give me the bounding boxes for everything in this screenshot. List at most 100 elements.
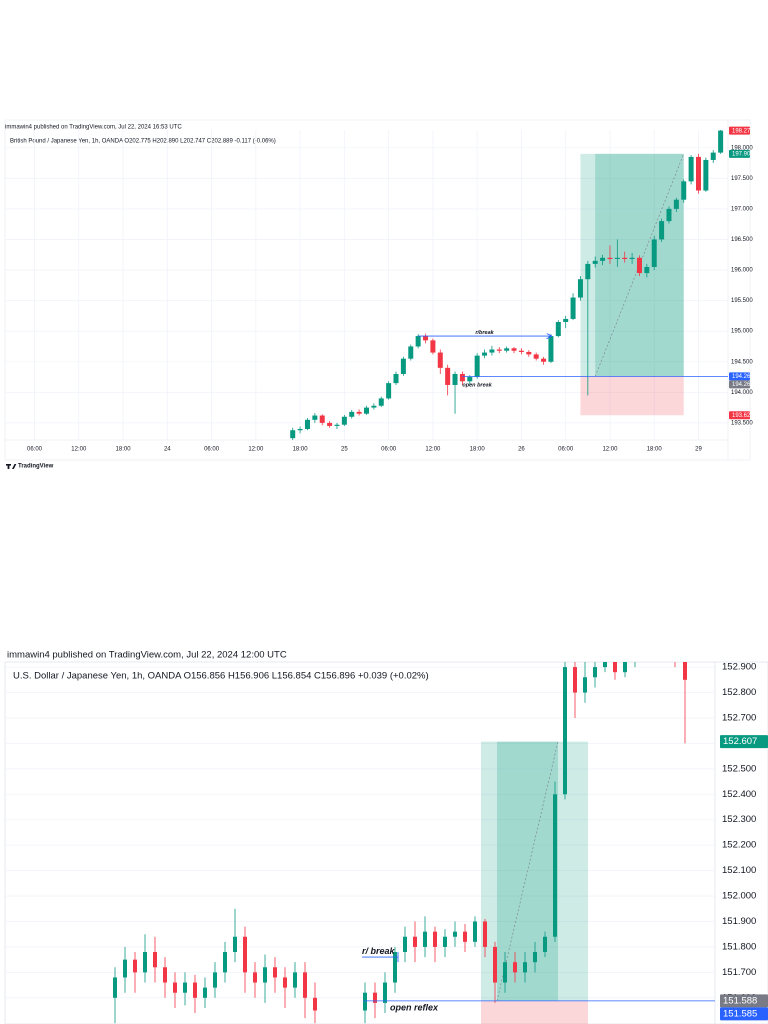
x-tick-label: 18:00 [647, 447, 663, 453]
candle-body [663, 642, 667, 647]
candle-body [583, 677, 587, 693]
x-tick-label: 12:00 [602, 447, 618, 453]
chart-frame [4, 119, 751, 461]
candle-body [673, 647, 677, 655]
candle-body [548, 336, 554, 362]
candle-body [518, 350, 524, 352]
candle-body [223, 952, 227, 973]
candle-body [563, 318, 569, 322]
candle-body [493, 946, 497, 983]
candle-body [553, 794, 557, 937]
chart-frame [4, 661, 768, 1024]
candle-body [312, 415, 318, 420]
candle-body [603, 662, 607, 668]
stop-zone [481, 1000, 588, 1024]
y-tick-label: 196.500 [731, 237, 753, 243]
candle-body [423, 336, 429, 341]
candle-body [243, 936, 247, 973]
candle-body [718, 130, 724, 153]
candle-body [614, 257, 620, 260]
candle-body [290, 430, 296, 439]
candle-body [681, 181, 687, 200]
candle-body [123, 959, 127, 978]
y-tick-label: 194.500 [731, 359, 753, 365]
candle-body [504, 348, 510, 351]
candle-body [482, 352, 488, 356]
y-tick-label: 152.200 [722, 840, 756, 851]
candle-body [513, 962, 517, 973]
x-tick-label: 12:00 [71, 447, 87, 453]
target-zone [580, 153, 684, 377]
symbol-info: British Pound / Japanese Yen, 1h, OANDA … [10, 139, 276, 145]
price-tag [729, 380, 750, 389]
price-tag [729, 372, 750, 381]
x-tick-label: 06:00 [27, 447, 43, 453]
candle-body [363, 992, 367, 1011]
candle-body [653, 642, 657, 647]
x-tick-label: 12:00 [248, 447, 264, 453]
candle-body [133, 959, 137, 973]
price-tag-label: 194.260 [732, 382, 754, 388]
candle-body [533, 952, 537, 963]
candle-body [233, 936, 237, 953]
candle-body [688, 156, 694, 182]
y-tick-label: 197.500 [731, 176, 753, 182]
x-tick-label: 06:00 [381, 447, 397, 453]
candle-body [673, 199, 679, 209]
candle-body [666, 208, 672, 222]
y-tick-label: 151.900 [722, 916, 756, 927]
candle-body [511, 348, 517, 351]
candle-body [263, 967, 267, 983]
candle-body [383, 982, 387, 1003]
candle-body [303, 972, 307, 998]
price-tag-label: 152.607 [723, 736, 757, 747]
candle-body [297, 428, 303, 431]
candle-body [113, 977, 117, 998]
candle-body [703, 159, 709, 191]
y-tick-label: 152.700 [722, 712, 756, 723]
y-tick-label: 193.500 [731, 420, 753, 426]
price-tag [720, 994, 768, 1008]
candle-body [489, 349, 495, 353]
candle-body [403, 936, 407, 953]
chart-title: immawin4 published on TradingView.com, J… [7, 650, 287, 661]
x-tick-label: 18:00 [116, 447, 132, 453]
candle-body [356, 411, 362, 414]
candle-body [304, 419, 310, 429]
candle-body [629, 257, 635, 260]
y-tick-label: 151.700 [722, 967, 756, 978]
candle-body [607, 257, 613, 260]
candle-body [253, 972, 257, 983]
candle-body [430, 340, 436, 353]
candle-body [473, 921, 477, 942]
candle-body [483, 921, 487, 947]
candle-body [143, 952, 147, 973]
x-tick-label: 12:00 [425, 447, 441, 453]
candle-body [643, 647, 647, 652]
candle-body [651, 239, 657, 267]
candle-body [341, 416, 347, 425]
annotation-text: open break [462, 382, 492, 388]
candle-body [437, 352, 443, 368]
plot-area [5, 130, 728, 440]
price-tag [729, 149, 750, 158]
annotation-text: r/break [475, 330, 494, 336]
candle-body [541, 358, 547, 362]
candle-body [526, 351, 532, 355]
candle-body [408, 346, 414, 359]
price-tag-label: 193.625 [732, 413, 754, 419]
y-tick-label: 152.100 [722, 865, 756, 876]
x-tick-label: 18:00 [470, 447, 486, 453]
price-tag [720, 735, 768, 749]
y-tick-label: 152.300 [722, 814, 756, 825]
candle-body [633, 652, 637, 662]
candle-body [523, 962, 527, 973]
candle-body [636, 257, 642, 274]
candle-body [364, 407, 369, 414]
candle-body [585, 263, 591, 280]
candle-body [393, 952, 397, 983]
x-tick-label: 24 [164, 447, 171, 453]
candle-body [600, 257, 606, 261]
candle-body [313, 997, 317, 1011]
y-tick-label: 196.000 [731, 268, 753, 274]
